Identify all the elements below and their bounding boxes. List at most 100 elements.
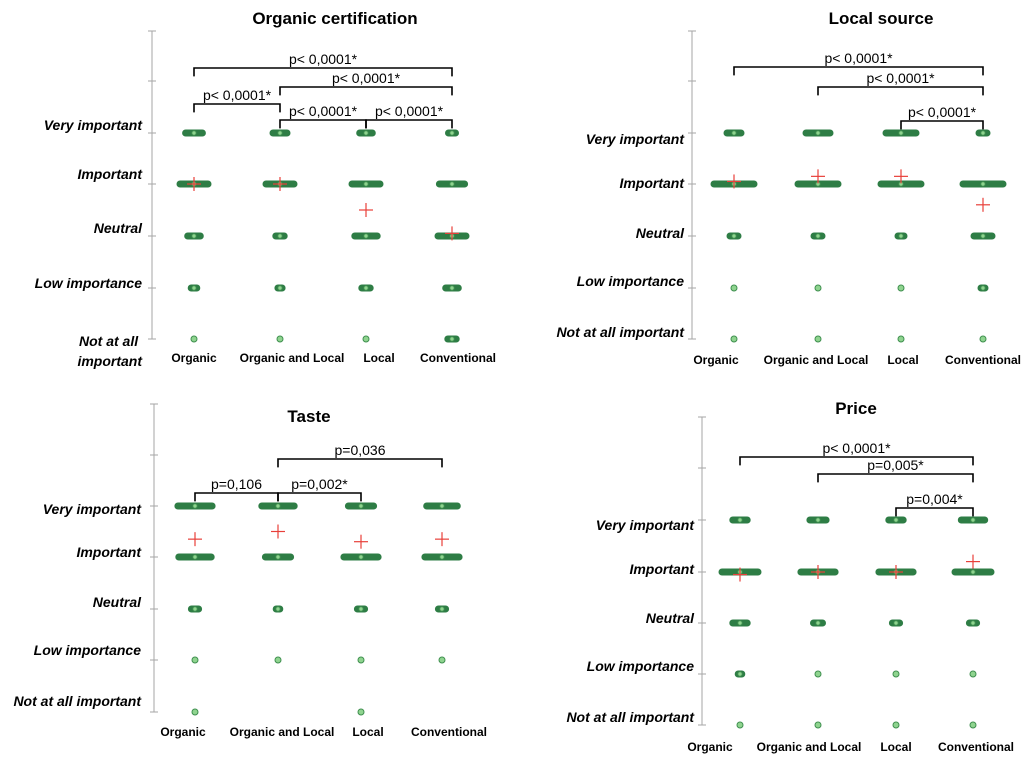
significance-bracket: [817, 86, 984, 96]
median-dot: [363, 233, 369, 239]
significance-bracket: [279, 86, 453, 96]
significance-bracket: [733, 66, 984, 76]
median-dot: [275, 606, 281, 612]
median-dot: [363, 181, 369, 187]
median-dot: [969, 670, 977, 678]
x-label-organic: Organic: [171, 351, 217, 365]
median-dot: [815, 233, 821, 239]
y-label-neutral: Neutral: [93, 594, 142, 610]
significance-bracket: [194, 492, 279, 502]
p-value-label: p< 0,0001*: [375, 103, 444, 119]
x-axis-labels: Organic Organic and Local Local Conventi…: [160, 725, 487, 739]
y-axis-labels: Very important Important Neutral Low imp…: [13, 501, 142, 709]
x-axis-labels: Organic Organic and Local Local Conventi…: [687, 740, 1014, 754]
significance-bracket: [277, 492, 362, 502]
x-label-organic-and-local: Organic and Local: [240, 351, 345, 365]
median-dot: [438, 656, 446, 664]
x-label-local: Local: [363, 351, 394, 365]
x-label-conventional: Conventional: [420, 351, 496, 365]
x-label-organic: Organic: [687, 740, 733, 754]
p-value-label: p< 0,0001*: [824, 50, 893, 66]
median-dot: [190, 335, 198, 343]
median-dot: [970, 517, 976, 523]
chart-title: Taste: [287, 407, 330, 426]
median-dot: [970, 620, 976, 626]
plot-marks: p=0,036 p=0,106 p=0,002*: [150, 403, 463, 716]
median-dot: [897, 284, 905, 292]
y-axis-labels: Very important Important Neutral Low imp…: [35, 117, 144, 369]
significance-bracket: [279, 119, 367, 129]
p-value-label: p< 0,0001*: [289, 103, 358, 119]
x-label-organic: Organic: [160, 725, 206, 739]
median-dot: [970, 569, 976, 575]
y-label-important: Important: [619, 175, 685, 191]
significance-bracket: [895, 507, 974, 517]
p-value-label: p< 0,0001*: [866, 70, 935, 86]
x-label-local: Local: [887, 353, 918, 367]
median-dot: [731, 233, 737, 239]
median-dot: [192, 606, 198, 612]
p-value-label: p< 0,0001*: [203, 87, 272, 103]
median-dot: [191, 233, 197, 239]
median-dot: [439, 606, 445, 612]
significance-bracket: [365, 119, 453, 129]
p-value-label: p=0,004*: [906, 491, 963, 507]
y-label-not-at-all-important: Not at all important: [13, 693, 142, 709]
median-dot: [449, 285, 455, 291]
p-value-label: p< 0,0001*: [822, 440, 891, 456]
y-label-very-important: Very important: [43, 501, 143, 517]
median-dot: [449, 181, 455, 187]
chart-title: Local source: [829, 9, 934, 28]
y-label-not-at-all-line1: Not at all: [79, 333, 139, 349]
median-dot: [191, 708, 199, 716]
significance-bracket: [193, 103, 281, 113]
x-label-conventional: Conventional: [411, 725, 487, 739]
x-label-local: Local: [880, 740, 911, 754]
y-label-not-at-all-important: Not at all important: [556, 324, 685, 340]
panel-organic-certification: Organic certification Very important Imp…: [35, 9, 496, 369]
y-label-important: Important: [76, 544, 142, 560]
p-value-label: p=0,106: [211, 476, 262, 492]
x-label-conventional: Conventional: [938, 740, 1014, 754]
panel-price: Price Very important Important Neutral L…: [566, 399, 1014, 754]
y-label-important: Important: [77, 166, 143, 182]
x-label-local: Local: [352, 725, 383, 739]
panel-taste: Taste Very important Important Neutral L…: [13, 403, 487, 739]
p-value-label: p< 0,0001*: [332, 70, 401, 86]
median-dot: [737, 620, 743, 626]
median-dot: [737, 517, 743, 523]
x-label-organic-and-local: Organic and Local: [764, 353, 869, 367]
median-dot: [275, 554, 281, 560]
significance-bracket: [277, 458, 443, 468]
median-dot: [980, 233, 986, 239]
median-dot: [276, 335, 284, 343]
median-dot: [814, 335, 822, 343]
median-dot: [449, 130, 455, 136]
chart-title: Price: [835, 399, 877, 418]
p-value-label: p=0,002*: [291, 476, 348, 492]
y-label-very-important: Very important: [596, 517, 696, 533]
median-dot: [814, 721, 822, 729]
median-dot: [898, 233, 904, 239]
median-dot: [737, 671, 743, 677]
y-label-neutral: Neutral: [636, 225, 685, 241]
median-dot: [980, 285, 986, 291]
median-dot: [969, 721, 977, 729]
median-dot: [980, 181, 986, 187]
median-dot: [893, 517, 899, 523]
median-dot: [815, 130, 821, 136]
y-label-not-at-all-line2: important: [77, 353, 143, 369]
y-label-low-importance: Low importance: [35, 275, 143, 291]
y-label-important: Important: [629, 561, 695, 577]
median-dot: [363, 130, 369, 136]
y-label-neutral: Neutral: [646, 610, 695, 626]
y-label-not-at-all-important: Not at all important: [77, 333, 143, 369]
median-dot: [277, 130, 283, 136]
median-dot: [358, 503, 364, 509]
median-dot: [191, 285, 197, 291]
p-value-label: p=0,036: [335, 442, 386, 458]
median-dot: [274, 656, 282, 664]
significance-bracket: [193, 67, 453, 77]
y-label-very-important: Very important: [586, 131, 686, 147]
y-label-low-importance: Low importance: [587, 658, 695, 674]
